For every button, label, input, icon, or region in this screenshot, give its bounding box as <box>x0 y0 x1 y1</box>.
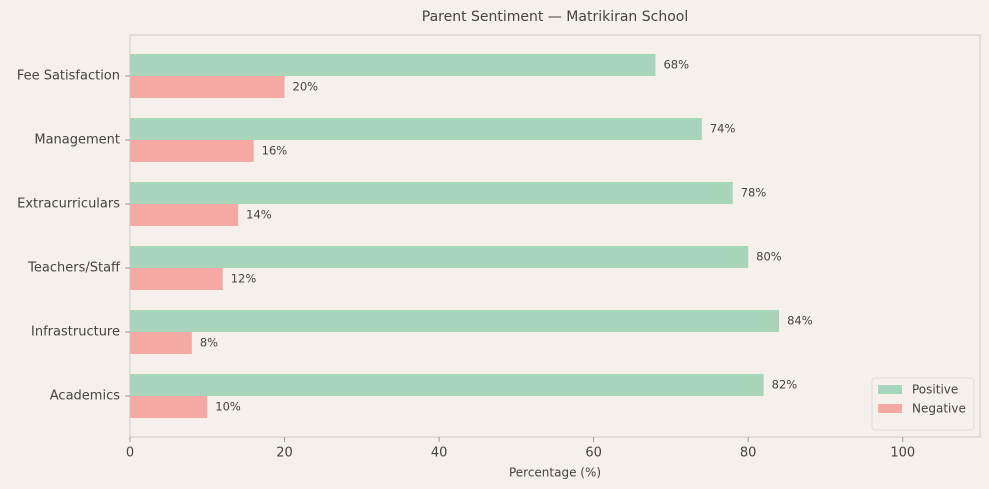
bar <box>130 396 208 419</box>
y-tick-label: Extracurriculars <box>17 196 120 211</box>
bar <box>130 203 239 226</box>
bar <box>130 268 223 291</box>
bar <box>130 332 192 355</box>
x-tick-label: 40 <box>431 446 448 461</box>
bar <box>130 75 285 98</box>
value-label: 82% <box>772 378 798 392</box>
value-label: 80% <box>756 250 782 264</box>
legend-swatch <box>878 404 902 413</box>
value-label: 74% <box>710 121 736 135</box>
x-tick-label: 100 <box>890 446 915 461</box>
y-tick-label: Academics <box>50 389 120 404</box>
bar <box>130 117 702 140</box>
y-tick-label: Management <box>34 132 120 147</box>
bar <box>130 310 780 333</box>
bar <box>130 139 254 162</box>
value-label: 78% <box>741 185 767 199</box>
value-label: 20% <box>293 79 319 93</box>
bar <box>130 53 656 76</box>
bar <box>130 374 764 397</box>
value-label: 84% <box>787 314 813 328</box>
value-label: 10% <box>215 400 241 414</box>
legend-label: Positive <box>912 383 958 397</box>
value-label: 16% <box>262 143 288 157</box>
y-tick-label: Teachers/Staff <box>27 261 121 276</box>
legend-swatch <box>878 385 902 394</box>
x-tick-label: 80 <box>740 446 757 461</box>
value-label: 8% <box>200 336 218 350</box>
bar <box>130 181 733 204</box>
chart-title: Parent Sentiment — Matrikiran School <box>422 9 688 25</box>
x-tick-label: 0 <box>126 446 134 461</box>
bar <box>130 246 749 269</box>
x-axis-label: Percentage (%) <box>509 466 601 480</box>
value-label: 68% <box>663 57 689 71</box>
x-tick-label: 20 <box>276 446 293 461</box>
legend-label: Negative <box>912 402 966 416</box>
value-label: 14% <box>246 207 272 221</box>
x-tick-label: 60 <box>585 446 602 461</box>
y-tick-label: Fee Satisfaction <box>17 68 120 83</box>
value-label: 12% <box>231 272 257 286</box>
plot-frame <box>129 34 981 438</box>
y-tick-label: Infrastructure <box>31 325 120 340</box>
